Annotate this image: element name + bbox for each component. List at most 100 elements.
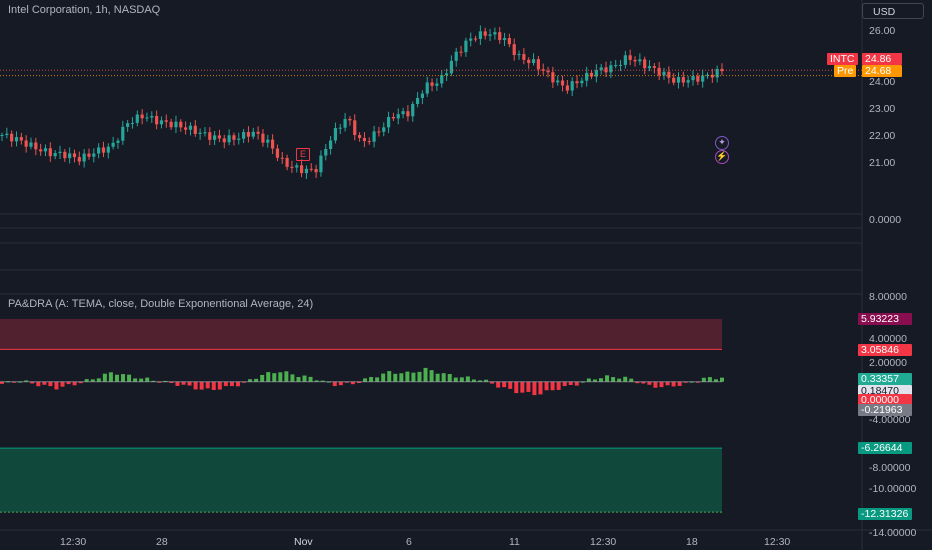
candle-body <box>464 40 468 53</box>
candle-body <box>478 31 482 39</box>
histogram-bar <box>199 381 204 390</box>
candle-body <box>92 153 96 157</box>
histogram-bar <box>133 378 138 382</box>
histogram-bar <box>369 377 374 382</box>
histogram-bar <box>139 378 144 382</box>
histogram-bar <box>290 374 295 382</box>
candle-body <box>609 65 613 73</box>
candle-body <box>82 153 86 162</box>
histogram-bar <box>193 381 198 390</box>
histogram-bar <box>459 377 464 382</box>
histogram-bar <box>617 378 622 382</box>
candle-body <box>290 166 294 168</box>
lower-band-bottom-badge: -12.31326 <box>858 508 912 520</box>
candle-body <box>169 121 173 128</box>
candle-body <box>367 141 371 143</box>
histogram-bar <box>605 375 610 382</box>
indicator-tick: -10.00000 <box>869 483 917 495</box>
candle-body <box>155 115 159 125</box>
indicator-title[interactable]: PA&DRA (A: TEMA, close, Double Exponenti… <box>8 298 314 310</box>
candle-body <box>469 38 473 41</box>
histogram-bar <box>30 381 35 384</box>
candle-body <box>415 98 420 104</box>
earnings-event-marker[interactable]: E <box>296 148 311 161</box>
histogram-bar <box>514 381 519 394</box>
candle-body <box>188 125 193 130</box>
histogram-bar <box>520 381 525 393</box>
histogram-bar <box>635 381 640 384</box>
histogram-bar <box>592 379 597 382</box>
histogram-bar <box>598 378 603 382</box>
candle-body <box>121 126 125 141</box>
histogram-bar <box>363 378 368 382</box>
histogram-bar <box>405 371 410 382</box>
candle-body <box>391 116 396 119</box>
histogram-bar <box>471 379 476 382</box>
candle-body <box>106 146 110 153</box>
histogram-bar <box>423 367 428 382</box>
candle-body <box>386 116 391 128</box>
candle-body <box>333 128 338 141</box>
histogram-bar <box>556 381 561 390</box>
candle-body <box>353 120 357 136</box>
candle-body <box>382 127 386 132</box>
histogram-bar <box>187 381 192 386</box>
histogram-bar <box>217 381 222 390</box>
candle-body <box>628 55 632 60</box>
candle-body <box>377 131 381 133</box>
candle-body <box>299 165 304 174</box>
candle-body <box>435 83 439 86</box>
dividend-event-icon[interactable]: ✦ <box>715 136 729 150</box>
split-event-icon[interactable]: ⚡ <box>715 150 729 164</box>
time-tick: 6 <box>406 536 412 548</box>
histogram-bar <box>447 374 452 382</box>
candle-body <box>522 54 526 60</box>
candle-body <box>275 148 280 158</box>
histogram-bar <box>24 380 29 382</box>
candle-body <box>696 76 700 82</box>
time-tick: Nov <box>294 536 313 548</box>
candle-body <box>58 151 62 153</box>
indicator-tick: -4.00000 <box>869 414 911 426</box>
candle-body <box>237 138 241 140</box>
histogram-bar <box>42 381 47 385</box>
histogram-bar <box>568 381 573 386</box>
candle-body <box>507 38 511 45</box>
candle-body <box>111 142 115 147</box>
candle-body <box>256 131 260 134</box>
histogram-bar <box>205 381 210 389</box>
price-tick: 23.00 <box>869 103 896 115</box>
time-tick: 12:30 <box>60 536 87 548</box>
histogram-bar <box>108 372 113 382</box>
price-tick: 21.00 <box>869 157 896 169</box>
price-tick: 22.00 <box>869 130 896 142</box>
premarket-label-badge: Pre <box>834 65 857 77</box>
candle-body <box>517 54 521 56</box>
histogram-bar <box>145 377 150 382</box>
upper-band-bottom-badge: 3.05846 <box>858 344 912 356</box>
candle-body <box>14 137 19 142</box>
candle-body <box>126 123 130 127</box>
candle-body <box>614 65 618 67</box>
candle-body <box>87 153 91 157</box>
candle-body <box>633 59 637 62</box>
histogram-bar <box>0 381 4 384</box>
candle-body <box>68 153 72 159</box>
candle-body <box>623 55 627 65</box>
candle-body <box>493 32 497 35</box>
candle-body <box>198 132 202 134</box>
histogram-bar <box>411 372 416 382</box>
candle-body <box>338 127 342 129</box>
currency-selector[interactable]: USD <box>862 3 924 19</box>
histogram-bar <box>532 381 537 396</box>
candle-body <box>691 76 695 81</box>
candle-body <box>53 152 57 157</box>
candle-body <box>266 139 270 143</box>
candle-body <box>672 77 676 83</box>
histogram-bar <box>320 380 325 382</box>
candle-body <box>227 135 231 143</box>
histogram-bar <box>127 374 132 382</box>
indicator-tick: -8.00000 <box>869 462 911 474</box>
histogram-bar <box>266 372 271 382</box>
